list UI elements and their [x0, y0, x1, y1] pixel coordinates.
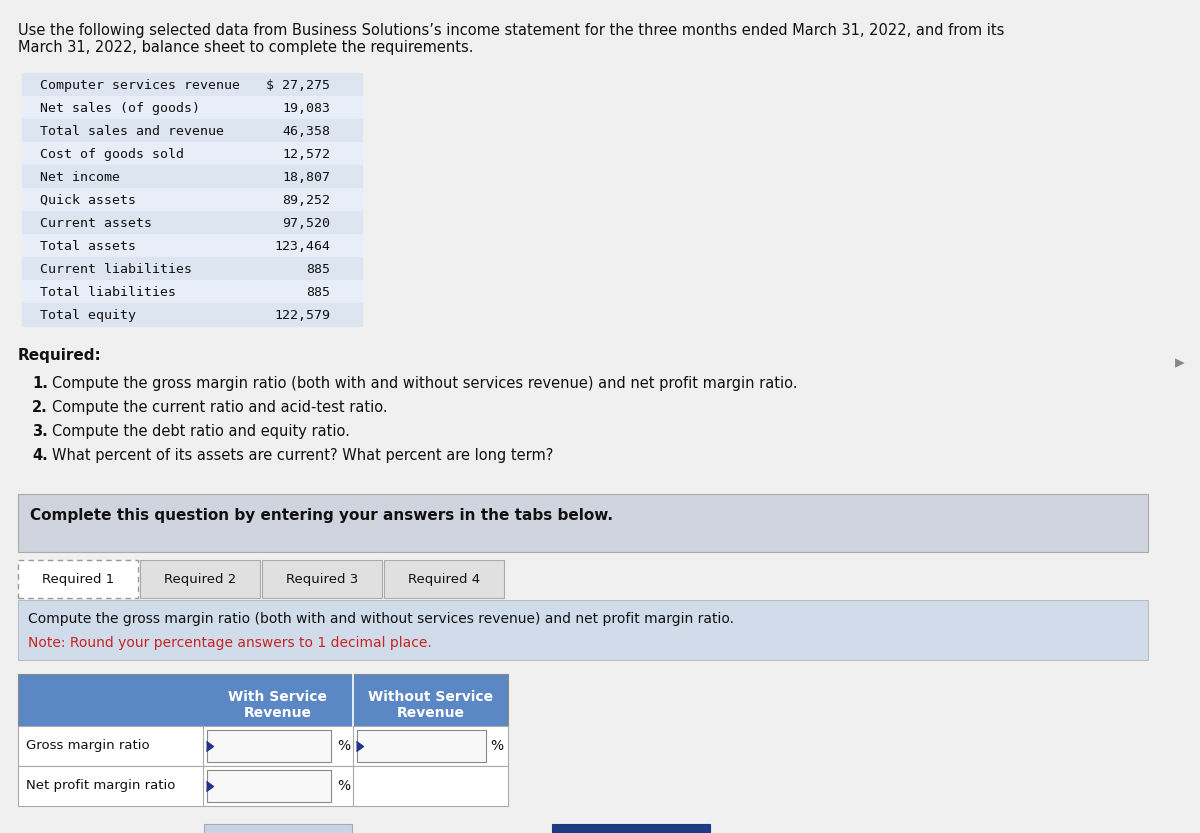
Text: Computer services revenue: Computer services revenue: [40, 79, 240, 92]
Text: Complete this question by entering your answers in the tabs below.: Complete this question by entering your …: [30, 508, 613, 523]
Bar: [22, 142, 362, 165]
Text: Required 2: Required 2: [164, 572, 236, 586]
Text: Total sales and revenue: Total sales and revenue: [40, 125, 224, 138]
Bar: [18, 494, 1148, 552]
Text: 2.: 2.: [32, 400, 48, 415]
Text: Required 1: Required 1: [42, 572, 114, 586]
Text: What percent of its assets are current? What percent are long term?: What percent of its assets are current? …: [52, 448, 553, 463]
Bar: [22, 96, 362, 119]
Bar: [552, 824, 709, 833]
Bar: [18, 600, 1148, 660]
Bar: [22, 73, 362, 96]
Text: Required 3: Required 3: [286, 572, 358, 586]
Text: Without Service: Without Service: [368, 690, 493, 704]
Bar: [22, 188, 362, 211]
Text: Total liabilities: Total liabilities: [40, 286, 176, 299]
Text: 12,572: 12,572: [282, 148, 330, 161]
Text: Compute the gross margin ratio (both with and without services revenue) and net : Compute the gross margin ratio (both wit…: [52, 376, 798, 391]
Text: Note: Round your percentage answers to 1 decimal place.: Note: Round your percentage answers to 1…: [28, 636, 432, 650]
Text: 885: 885: [306, 263, 330, 276]
Text: 3.: 3.: [32, 424, 48, 439]
Text: Cost of goods sold: Cost of goods sold: [40, 148, 184, 161]
Text: Quick assets: Quick assets: [40, 194, 136, 207]
Bar: [140, 560, 260, 598]
Text: 19,083: 19,083: [282, 102, 330, 115]
Bar: [22, 165, 362, 188]
Bar: [22, 280, 362, 303]
Text: With Service: With Service: [228, 690, 328, 704]
Text: Revenue: Revenue: [396, 706, 464, 720]
Text: Gross margin ratio: Gross margin ratio: [26, 740, 150, 752]
Text: Compute the current ratio and acid-test ratio.: Compute the current ratio and acid-test …: [52, 400, 388, 415]
Bar: [262, 560, 382, 598]
Text: $ 27,275: $ 27,275: [266, 79, 330, 92]
Text: 122,579: 122,579: [274, 309, 330, 322]
Text: March 31, 2022, balance sheet to complete the requirements.: March 31, 2022, balance sheet to complet…: [18, 40, 474, 55]
Text: 89,252: 89,252: [282, 194, 330, 207]
Bar: [208, 730, 331, 762]
Bar: [18, 560, 138, 598]
Text: %: %: [337, 739, 350, 753]
Text: 18,807: 18,807: [282, 171, 330, 184]
Text: Current liabilities: Current liabilities: [40, 263, 192, 276]
Text: Required:: Required:: [18, 348, 102, 363]
Bar: [22, 303, 362, 326]
Bar: [22, 257, 362, 280]
Bar: [358, 730, 486, 762]
Bar: [18, 766, 508, 806]
Text: Compute the debt ratio and equity ratio.: Compute the debt ratio and equity ratio.: [52, 424, 350, 439]
Bar: [204, 824, 352, 833]
Text: Use the following selected data from Business Solutions’s income statement for t: Use the following selected data from Bus…: [18, 23, 1004, 38]
Text: 4.: 4.: [32, 448, 48, 463]
Text: 46,358: 46,358: [282, 125, 330, 138]
Text: 123,464: 123,464: [274, 240, 330, 253]
Text: Required 4: Required 4: [408, 572, 480, 586]
Bar: [22, 119, 362, 142]
Text: Compute the gross margin ratio (both with and without services revenue) and net : Compute the gross margin ratio (both wit…: [28, 612, 734, 626]
Text: Total assets: Total assets: [40, 240, 136, 253]
Text: %: %: [337, 779, 350, 793]
Bar: [208, 770, 331, 802]
Bar: [18, 726, 508, 766]
Text: %: %: [490, 739, 503, 753]
Bar: [22, 211, 362, 234]
Bar: [22, 234, 362, 257]
Text: Total equity: Total equity: [40, 309, 136, 322]
Text: Net profit margin ratio: Net profit margin ratio: [26, 780, 175, 792]
Text: Net sales (of goods): Net sales (of goods): [40, 102, 200, 115]
Text: 1.: 1.: [32, 376, 48, 391]
Bar: [384, 560, 504, 598]
Text: ▸: ▸: [1175, 353, 1184, 372]
Text: 885: 885: [306, 286, 330, 299]
Text: 97,520: 97,520: [282, 217, 330, 230]
Text: Revenue: Revenue: [244, 706, 312, 720]
Bar: [18, 674, 508, 726]
Text: Current assets: Current assets: [40, 217, 152, 230]
Text: Net income: Net income: [40, 171, 120, 184]
